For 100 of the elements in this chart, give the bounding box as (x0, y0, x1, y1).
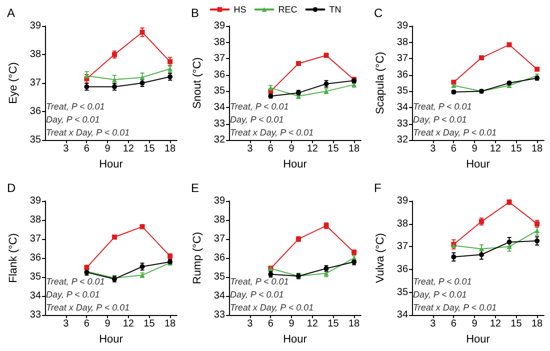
x-tick-label: 3 (246, 144, 253, 155)
y-tick-label: 35 (396, 286, 408, 298)
annotation: Treat, P < 0.01 (230, 102, 288, 112)
annotation: Day, P < 0.01 (230, 114, 284, 124)
y-tick-label: 36 (396, 264, 408, 275)
y-tick-label: 39 (30, 196, 42, 206)
x-tick-label: 18 (348, 144, 360, 155)
x-tick-label: 3 (63, 318, 70, 330)
legend-label: HS (233, 4, 246, 14)
x-axis-title: Hour (466, 158, 490, 170)
y-tick-label: 34 (30, 290, 42, 302)
x-tick-label: 6 (267, 318, 274, 330)
annotation: Treat, P < 0.01 (46, 276, 105, 286)
x-axis-title: Hour (466, 334, 490, 346)
x-tick-label: 9 (104, 144, 111, 155)
legend-label: TN (328, 4, 341, 14)
y-tick-label: 37 (30, 234, 42, 245)
y-tick-label: 34 (213, 290, 225, 302)
x-tick-label: 18 (531, 144, 544, 155)
x-tick-label: 9 (472, 144, 478, 155)
x-tick-label: 3 (430, 144, 436, 155)
x-tick-label: 12 (306, 318, 318, 330)
x-tick-label: 12 (490, 318, 502, 330)
chart-title: A (7, 6, 16, 20)
y-tick-label: 35 (213, 86, 225, 97)
chart-title: E (190, 181, 199, 195)
x-tick-label: 18 (348, 318, 360, 330)
annotation: Day, P < 0.01 (46, 290, 100, 300)
y-tick-label: 36 (30, 252, 42, 264)
chart-title: F (374, 181, 382, 195)
x-tick-label: 15 (144, 144, 156, 155)
y-tick-label: 34 (396, 310, 408, 321)
x-tick-label: 18 (164, 144, 176, 155)
y-tick-label: 32 (213, 134, 225, 146)
x-tick-label: 18 (531, 318, 544, 330)
y-tick-label: 39 (213, 196, 225, 206)
x-tick-label: 3 (430, 318, 436, 330)
y-tick-label: 33 (213, 118, 225, 130)
x-tick-label: 6 (450, 318, 457, 330)
x-tick-label: 3 (246, 318, 253, 330)
y-tick-label: 35 (213, 272, 225, 283)
y-tick-label: 39 (396, 196, 408, 206)
y-axis-title: Rump (°C) (191, 232, 203, 284)
y-tick-label: 37 (213, 53, 225, 64)
x-tick-label: 12 (122, 318, 134, 330)
y-tick-label: 39 (213, 20, 225, 32)
annotation: Day, P < 0.01 (413, 290, 467, 300)
x-tick-label: 15 (510, 144, 522, 155)
y-tick-label: 32 (396, 134, 408, 146)
annotation: Day, P < 0.01 (46, 114, 100, 124)
x-axis-title: Hour (282, 334, 307, 346)
y-axis-title: Scapula (°C) (374, 52, 386, 114)
x-tick-label: 9 (288, 144, 294, 155)
legend-label: REC (278, 4, 298, 14)
x-tick-label: 15 (510, 318, 522, 330)
x-tick-label: 18 (164, 318, 176, 330)
y-axis-title: Flank (°C) (8, 233, 20, 283)
y-tick-label: 39 (396, 20, 408, 32)
y-tick-label: 39 (30, 20, 42, 32)
x-tick-label: 12 (490, 144, 502, 155)
x-tick-label: 6 (84, 318, 90, 330)
y-axis-title: Snout (°C) (191, 57, 203, 109)
x-tick-label: 6 (450, 144, 457, 155)
y-tick-label: 36 (396, 69, 408, 80)
y-tick-label: 37 (396, 53, 408, 64)
x-tick-label: 15 (327, 318, 339, 330)
y-tick-label: 33 (396, 118, 408, 130)
x-tick-label: 6 (267, 144, 274, 155)
chart-title: D (7, 181, 16, 195)
x-tick-label: 9 (288, 318, 294, 330)
x-tick-label: 12 (122, 144, 134, 155)
x-tick-label: 9 (472, 318, 478, 330)
x-axis-title: Hour (99, 334, 124, 346)
x-tick-label: 6 (84, 144, 90, 155)
y-tick-label: 38 (213, 36, 225, 48)
y-tick-label: 35 (396, 86, 408, 97)
annotation: Treat, P < 0.01 (230, 276, 288, 286)
y-tick-label: 38 (30, 214, 42, 226)
y-tick-label: 36 (213, 69, 225, 80)
annotation: Treat, P < 0.01 (413, 276, 472, 286)
y-tick-label: 38 (396, 218, 408, 230)
x-tick-label: 15 (327, 144, 339, 155)
annotation: Day, P < 0.01 (413, 114, 467, 124)
annotation: Treat x Day, P < 0.01 (230, 302, 314, 312)
x-tick-label: 9 (104, 318, 111, 330)
y-tick-label: 33 (213, 310, 225, 321)
y-tick-label: 33 (30, 310, 42, 321)
annotation: Treat, P < 0.01 (413, 102, 472, 112)
x-tick-label: 12 (306, 144, 318, 155)
y-tick-label: 34 (213, 102, 225, 113)
y-axis-title: Vulva (°C) (374, 233, 386, 283)
y-tick-label: 35 (30, 272, 42, 283)
y-tick-label: 38 (30, 49, 42, 60)
y-tick-label: 37 (30, 78, 42, 89)
annotation: Treat x Day, P < 0.01 (230, 128, 314, 138)
y-tick-label: 37 (213, 234, 225, 245)
chart-title: C (374, 6, 383, 20)
annotation: Treat, P < 0.01 (46, 102, 105, 112)
y-tick-label: 36 (30, 106, 42, 118)
annotation: Treat x Day, P < 0.01 (413, 302, 497, 312)
